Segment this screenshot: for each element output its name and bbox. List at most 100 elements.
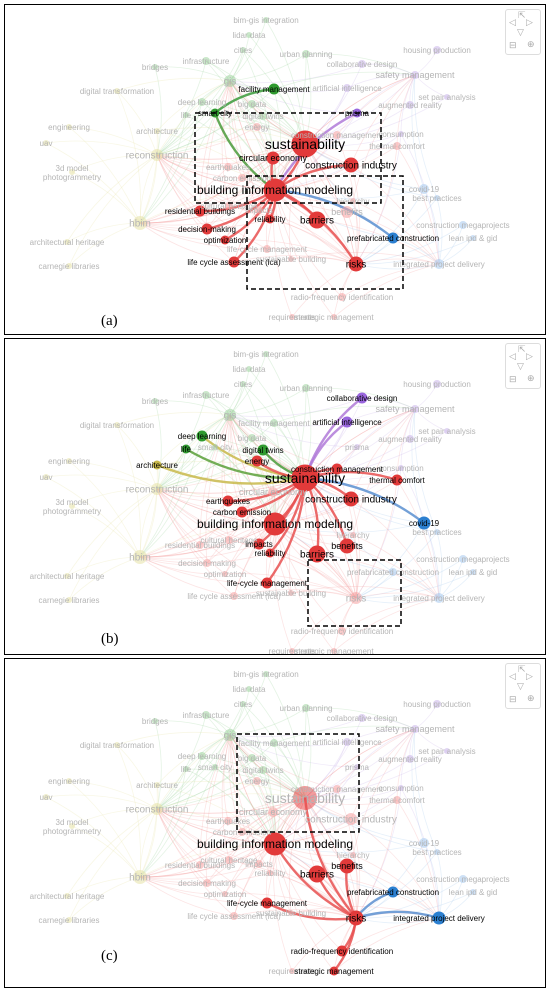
node-barriers[interactable]: [308, 211, 326, 229]
node-optimization[interactable]: [222, 571, 228, 577]
node-best-practices[interactable]: [434, 849, 440, 855]
node-hbim[interactable]: [133, 550, 147, 564]
node-carnegie-libraries[interactable]: [66, 917, 72, 923]
node-deep-learning[interactable]: [198, 98, 206, 106]
pan-left-icon[interactable]: ◁: [509, 671, 516, 681]
zoom-in-icon[interactable]: ⊕: [527, 373, 535, 383]
zoom-out-icon[interactable]: ⊟: [509, 40, 517, 50]
node-urban-planning[interactable]: [302, 704, 310, 712]
node-barriers[interactable]: [308, 545, 326, 563]
node-safety-management[interactable]: [411, 405, 419, 413]
node-carbon-emission[interactable]: [236, 506, 248, 518]
node-thermal-comfort[interactable]: [391, 474, 403, 486]
node-benefits[interactable]: [339, 538, 355, 554]
node-life-cycle-management[interactable]: [263, 245, 271, 253]
node-infrastructure[interactable]: [202, 711, 210, 719]
node-optimization[interactable]: [222, 891, 228, 897]
node-augmented-reality[interactable]: [406, 755, 414, 763]
node-hbim[interactable]: [133, 870, 147, 884]
pan-down-icon[interactable]: ▽: [517, 27, 524, 37]
node-bridges[interactable]: [152, 718, 158, 724]
node-augmented-reality[interactable]: [406, 435, 414, 443]
node-construction-megaprojects[interactable]: [459, 875, 467, 883]
node-cultural-heritage[interactable]: [225, 856, 233, 864]
node-cultural-heritage[interactable]: [225, 536, 233, 544]
node-deep-learning[interactable]: [196, 430, 208, 442]
node-architectural-heritage[interactable]: [64, 239, 70, 245]
node-augmented-reality[interactable]: [406, 101, 414, 109]
node-safety-management[interactable]: [411, 725, 419, 733]
node-cities[interactable]: [240, 701, 246, 707]
node-architecture[interactable]: [154, 128, 160, 134]
node-bim-gis-integration[interactable]: [263, 17, 269, 23]
node-energy[interactable]: [251, 455, 263, 467]
node-bridges[interactable]: [152, 64, 158, 70]
node-digital-transformation[interactable]: [114, 742, 120, 748]
node-housing-production[interactable]: [433, 46, 441, 54]
zoom-in-icon[interactable]: ⊕: [527, 693, 535, 703]
node-uav[interactable]: [43, 474, 49, 480]
node-architectural-heritage[interactable]: [64, 893, 70, 899]
node-digital-twins[interactable]: [259, 766, 267, 774]
node-life-cycle-assessment-lca[interactable]: [228, 256, 240, 268]
pan-right-icon[interactable]: ▷: [526, 671, 533, 681]
node-safety-management[interactable]: [411, 71, 419, 79]
node-life-cycle-management[interactable]: [261, 577, 273, 589]
node-infrastructure[interactable]: [202, 57, 210, 65]
node-carnegie-libraries[interactable]: [66, 263, 72, 269]
node-strategic-management[interactable]: [331, 648, 337, 654]
pan-down-icon[interactable]: ▽: [517, 361, 524, 371]
node-urban-planning[interactable]: [302, 50, 310, 58]
node-digital-transformation[interactable]: [114, 88, 120, 94]
node-lean-ipd[interactable]: [470, 889, 476, 895]
node-earthquakes[interactable]: [224, 817, 232, 825]
node-digital-twins[interactable]: [259, 112, 267, 120]
node-circular-economy[interactable]: [266, 151, 280, 165]
node-prefabricated-construction[interactable]: [387, 232, 399, 244]
node-risks[interactable]: [348, 910, 364, 926]
node-construction-megaprojects[interactable]: [459, 555, 467, 563]
node-set-pair-analysis[interactable]: [444, 94, 450, 100]
node-impacts[interactable]: [255, 206, 263, 214]
node-sustainability[interactable]: [291, 130, 319, 158]
node-integrated-project-delivery[interactable]: [432, 911, 446, 925]
node-housing-production[interactable]: [433, 380, 441, 388]
node-sustainable-building[interactable]: [288, 256, 294, 262]
node-covid-19[interactable]: [419, 838, 429, 848]
node-collaborative-design[interactable]: [358, 714, 366, 722]
node-3d-model-photogrammetry[interactable]: [69, 823, 75, 829]
node-requirements[interactable]: [289, 648, 295, 654]
node-bridges[interactable]: [152, 398, 158, 404]
node-set-pair-analysis[interactable]: [444, 748, 450, 754]
node-collaborative-design[interactable]: [358, 60, 366, 68]
node-residential-buildings[interactable]: [194, 205, 206, 217]
node-carnegie-libraries[interactable]: [66, 597, 72, 603]
node-hierarchy[interactable]: [350, 852, 356, 858]
node-lidar-data[interactable]: [246, 686, 252, 692]
node-artificial-intelligence[interactable]: [341, 416, 353, 428]
node-consumption[interactable]: [398, 465, 404, 471]
node-radio-frequency-identification[interactable]: [338, 627, 346, 635]
pan-right-icon[interactable]: ▷: [526, 17, 533, 27]
node-digital-twins[interactable]: [257, 444, 269, 456]
fit-icon[interactable]: ⇱: [518, 10, 526, 20]
node-architecture[interactable]: [154, 782, 160, 788]
node-uav[interactable]: [43, 140, 49, 146]
node-artificial-intelligence[interactable]: [343, 84, 351, 92]
node-energy[interactable]: [253, 777, 261, 785]
node-reconstruction[interactable]: [151, 803, 163, 815]
node-residential-buildings[interactable]: [196, 541, 204, 549]
node-decision-making[interactable]: [203, 879, 211, 887]
node-covid-19[interactable]: [417, 516, 431, 530]
node-deep-learning[interactable]: [198, 752, 206, 760]
node-risks[interactable]: [348, 256, 364, 272]
node-facility-management[interactable]: [270, 419, 278, 427]
node-prisma[interactable]: [354, 444, 360, 450]
node-engineering[interactable]: [66, 124, 72, 130]
node-radio-frequency-identification[interactable]: [338, 293, 346, 301]
node-reconstruction[interactable]: [151, 483, 163, 495]
pan-left-icon[interactable]: ◁: [509, 351, 516, 361]
node-sustainability[interactable]: [291, 464, 319, 492]
node-housing-production[interactable]: [433, 700, 441, 708]
zoom-out-icon[interactable]: ⊟: [509, 694, 517, 704]
